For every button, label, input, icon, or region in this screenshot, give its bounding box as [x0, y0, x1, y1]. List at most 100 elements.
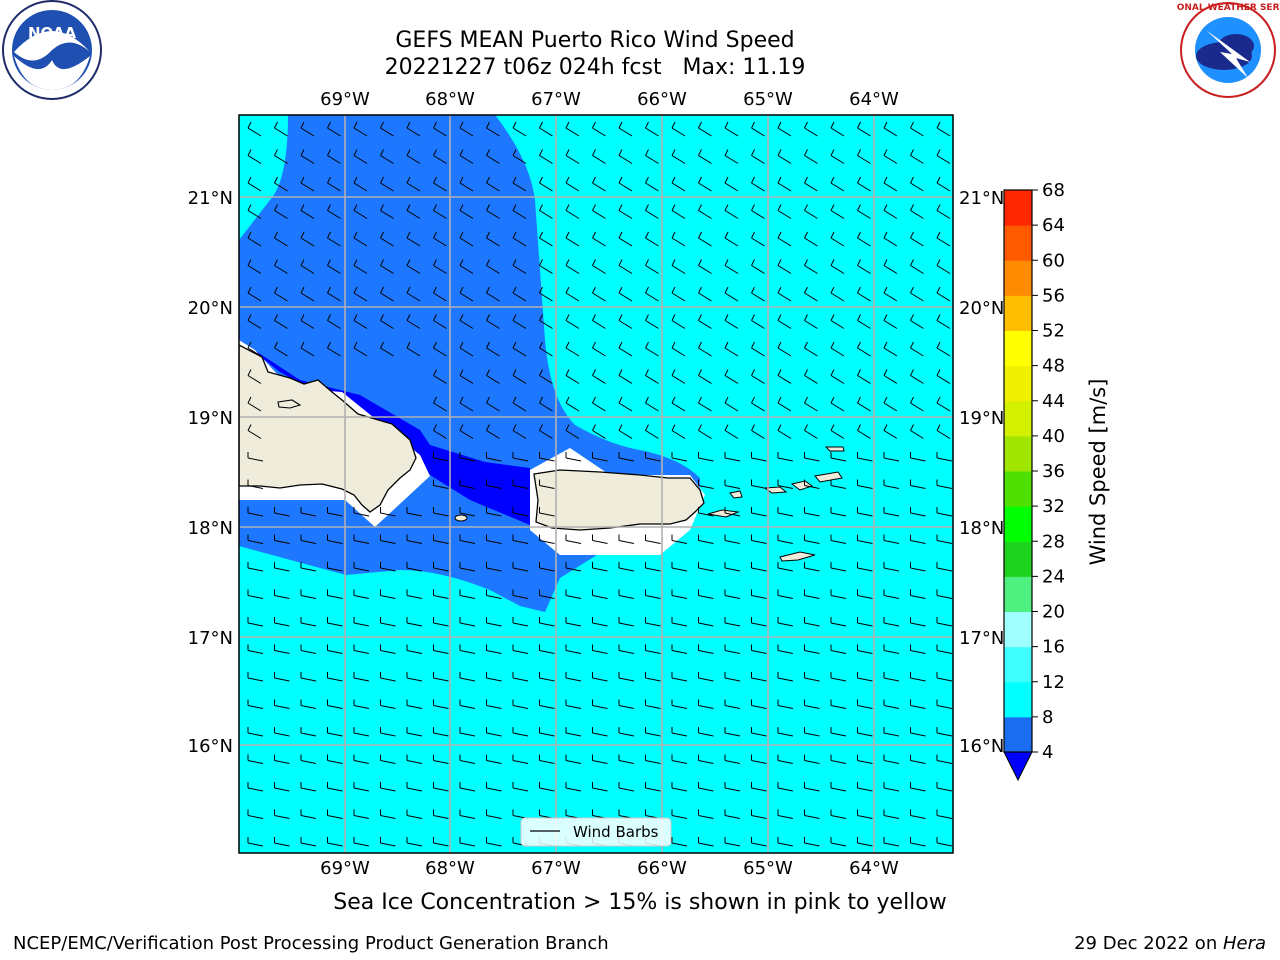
wind-barb — [512, 617, 529, 627]
wind-barb — [380, 644, 396, 654]
wind-barb — [618, 699, 635, 709]
wind-barb — [883, 259, 898, 274]
lon-label-bottom: 65°W — [743, 858, 793, 879]
wind-barb — [300, 617, 317, 627]
wind-barb — [857, 809, 873, 819]
wind-barb — [486, 341, 500, 357]
wind-barb — [777, 727, 794, 737]
wind-barb — [910, 507, 926, 517]
wind-barb — [645, 617, 661, 627]
wind-barb — [592, 672, 608, 682]
wind-barb — [327, 314, 341, 329]
wind-barb — [751, 507, 767, 517]
wind-barb — [380, 507, 396, 517]
colorbar-bin — [1004, 330, 1032, 367]
wind-barb — [274, 259, 288, 274]
wind-barb — [433, 699, 449, 709]
colorbar-bin — [1004, 260, 1032, 296]
wind-barb — [724, 507, 741, 517]
wind-barb — [406, 589, 423, 599]
wind-barb — [751, 672, 767, 682]
wind-barb — [910, 589, 926, 599]
wind-barb — [698, 837, 714, 847]
wind-barb — [353, 121, 368, 137]
wind-barb — [883, 562, 900, 572]
wind-barb — [857, 424, 871, 439]
wind-barb — [777, 699, 794, 709]
wind-barb — [300, 149, 315, 164]
wind-barb — [592, 534, 608, 544]
wind-barb — [830, 589, 847, 599]
wind-barb — [883, 672, 900, 682]
wind-barb — [830, 809, 847, 819]
colorbar-bin — [1004, 506, 1032, 542]
wind-barb — [565, 534, 582, 544]
wind-barb — [327, 617, 343, 627]
wind-barb — [883, 231, 898, 247]
wind-barb — [698, 149, 712, 164]
wind-barb — [380, 617, 396, 627]
wind-barb — [512, 672, 529, 682]
wind-barb — [380, 809, 396, 819]
wind-barb — [512, 231, 527, 247]
wind-barb — [857, 314, 871, 329]
wind-barb — [327, 176, 341, 192]
wind-barb — [459, 809, 476, 819]
wind-barb — [645, 782, 661, 792]
wind-barb — [857, 369, 871, 384]
wind-barb — [724, 121, 739, 137]
wind-barb — [512, 507, 529, 517]
wind-barb — [857, 507, 873, 517]
wind-barb — [459, 452, 476, 462]
wind-barb — [327, 754, 343, 764]
wind-barb — [777, 809, 794, 819]
wind-barb — [512, 424, 527, 439]
colorbar-bin — [1004, 225, 1032, 261]
wind-barb — [327, 149, 341, 164]
wind-barb — [857, 341, 871, 357]
wind-barb — [592, 149, 606, 164]
footer-date-text: 29 Dec 2022 on — [1074, 933, 1223, 954]
wind-barb — [698, 121, 712, 137]
wind-barb — [565, 286, 580, 302]
wind-barb — [433, 507, 449, 517]
wind-barb — [618, 149, 633, 164]
wind-barb — [512, 314, 527, 329]
wind-barb — [883, 452, 900, 462]
wind-barb — [300, 314, 315, 329]
wind-barb — [830, 314, 845, 329]
wind-barb — [777, 534, 794, 544]
colorbar-bin — [1004, 611, 1032, 648]
wind-barb — [645, 341, 659, 357]
wind-barb — [353, 837, 370, 847]
colorbar-label: Wind Speed [m/s] — [1086, 379, 1110, 566]
wind-barb — [539, 149, 553, 164]
wind-barb — [857, 837, 873, 847]
wind-barb — [512, 121, 527, 137]
wind-barb — [698, 176, 712, 192]
wind-barb — [936, 782, 953, 792]
wind-barb — [433, 341, 447, 357]
wind-barb — [645, 121, 659, 137]
wind-barb — [539, 369, 553, 384]
wind-barb — [804, 617, 820, 627]
wind-barb — [618, 204, 633, 219]
lat-label-right: 19°N — [959, 408, 1004, 429]
wind-barb — [830, 699, 847, 709]
wind-barb — [777, 837, 794, 847]
wind-barb — [486, 837, 502, 847]
wind-barb — [645, 534, 661, 544]
map-title: GEFS MEAN Puerto Rico Wind Speed — [395, 28, 795, 53]
wind-barb — [486, 149, 500, 164]
wind-barb — [565, 314, 580, 329]
wind-barb — [751, 617, 767, 627]
wind-barb — [751, 479, 767, 489]
wind-barb — [300, 231, 315, 247]
wind-barb — [486, 699, 502, 709]
colorbar-bin — [1004, 646, 1032, 683]
wind-barb — [857, 562, 873, 572]
wind-barb — [618, 259, 633, 274]
wind-barb — [618, 534, 635, 544]
wind-barb — [724, 837, 741, 847]
